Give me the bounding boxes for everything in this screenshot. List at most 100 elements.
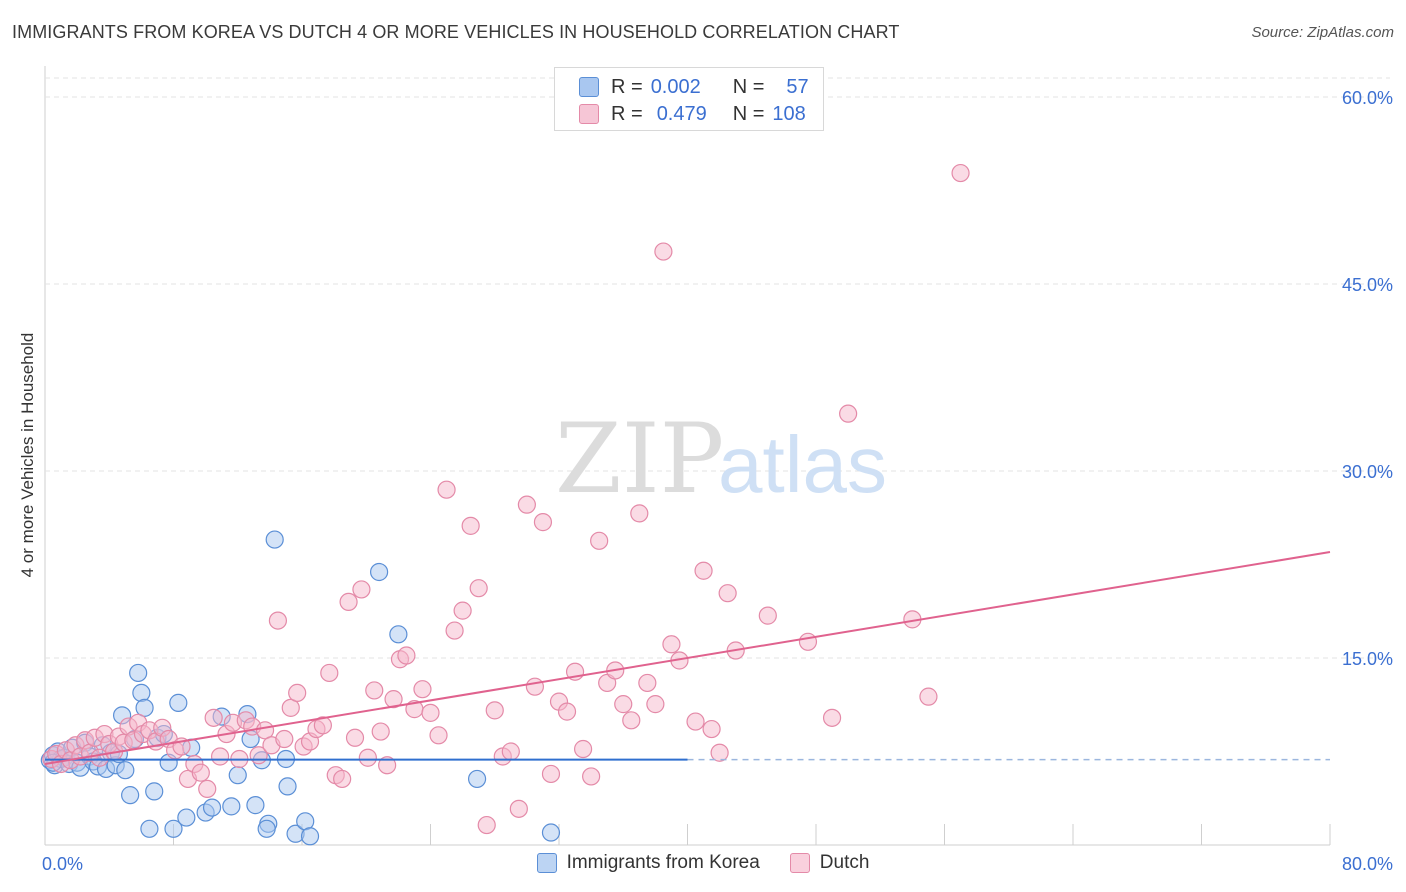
korea-point-31	[164, 819, 183, 838]
dutch-r-value: 0.479	[656, 102, 707, 125]
dutch-point-94	[686, 712, 705, 731]
dutch-point-65	[437, 480, 456, 499]
dutch-point-87	[614, 695, 633, 714]
legend-dutch-label: Dutch	[819, 852, 870, 873]
dutch-point-28	[191, 763, 210, 782]
dutch-point-96	[702, 719, 721, 739]
series-legend: Immigrants from Korea Dutch	[0, 852, 1406, 874]
dutch-point-77	[533, 513, 553, 532]
dutch-trend-line	[44, 551, 1331, 765]
dutch-point-67	[453, 601, 472, 620]
dutch-point-83	[582, 767, 601, 786]
dutch-swatch	[579, 104, 599, 124]
korea-r-label: R =	[611, 75, 643, 98]
watermark: ZIP atlas	[555, 403, 887, 515]
dutch-point-105	[919, 687, 938, 706]
dutch-point-60	[397, 646, 416, 665]
korea-point-26	[140, 819, 159, 838]
dutch-point-50	[333, 769, 352, 789]
korea-swatch	[579, 77, 599, 97]
dutch-point-55	[365, 681, 384, 700]
legend-item-dutch: Dutch	[789, 852, 870, 874]
dutch-point-91	[646, 695, 665, 714]
korea-point-24	[132, 683, 151, 703]
x-tick-marks	[44, 824, 1331, 845]
korea-point-48	[278, 777, 297, 796]
dutch-point-66	[445, 621, 464, 640]
dutch-point-47	[313, 716, 332, 735]
dutch-point-68	[461, 516, 480, 535]
dutch-point-90	[638, 673, 657, 693]
legend-item-korea: Immigrants from Korea	[536, 852, 760, 874]
korea-point-42	[246, 796, 265, 815]
korea-point-53	[389, 625, 408, 644]
korea-point-27	[145, 782, 164, 801]
dutch-n-label: N =	[732, 102, 765, 125]
dutch-point-106	[951, 163, 970, 183]
korea-point-56	[541, 823, 561, 842]
dutch-point-84	[590, 531, 609, 550]
dutch-point-53	[352, 580, 371, 599]
y-tick-label-45: 45.0%	[1342, 275, 1393, 295]
dutch-point-88	[622, 711, 641, 730]
korea-point-36	[202, 798, 222, 817]
tick-labels: 15.0% 30.0% 45.0% 60.0% 0.0% 80.0%	[42, 88, 1393, 874]
dutch-point-31	[210, 747, 230, 766]
x-tick-label-0: 0.0%	[42, 854, 83, 874]
watermark-atlas: atlas	[718, 420, 887, 509]
dutch-point-75	[517, 495, 536, 514]
korea-point-39	[228, 766, 247, 785]
legend-korea-label: Immigrants from Korea	[566, 852, 760, 873]
dutch-point-74	[509, 799, 528, 818]
dutch-point-52	[345, 728, 365, 747]
legend-row-korea: R = 0.002 N = 57	[579, 74, 809, 100]
korea-point-38	[222, 797, 241, 816]
korea-point-51	[300, 827, 320, 846]
korea-point-46	[265, 530, 284, 549]
korea-point-20	[116, 761, 135, 780]
watermark-zip: ZIP	[555, 403, 724, 515]
dutch-point-89	[630, 504, 649, 523]
dutch-point-101	[798, 632, 818, 651]
x-tick-label-80: 80.0%	[1342, 854, 1393, 874]
korea-point-23	[129, 663, 148, 683]
dutch-point-102	[822, 708, 842, 727]
dutch-point-95	[694, 561, 713, 580]
dutch-point-107	[654, 242, 673, 261]
dutch-point-103	[839, 404, 858, 423]
dutch-point-71	[485, 701, 504, 720]
dutch-point-70	[477, 815, 496, 835]
dutch-r-label: R =	[611, 102, 643, 125]
korea-n-label: N =	[732, 75, 765, 98]
dutch-point-80	[557, 702, 577, 721]
dutch-point-100	[758, 606, 777, 625]
stats-legend: R = 0.002 N = 57 R = 0.479 N = 108	[554, 67, 824, 131]
trend-lines	[44, 551, 1331, 765]
dutch-point-43	[288, 683, 307, 703]
dutch-point-42	[281, 698, 300, 717]
korea-point-45	[257, 819, 276, 838]
dutch-point-30	[204, 708, 223, 727]
source-label: Source: ZipAtlas.com	[1251, 24, 1394, 41]
dutch-point-98	[718, 584, 737, 603]
dutch-point-58	[384, 690, 403, 709]
dutch-n-value: 108	[772, 102, 806, 125]
dutch-point-82	[573, 739, 593, 759]
legend-dutch-swatch	[789, 853, 810, 873]
korea-point-21	[121, 786, 140, 805]
dutch-point-76	[525, 677, 545, 696]
korea-point-33	[177, 808, 196, 827]
legend-row-dutch: R = 0.479 N = 108	[579, 101, 806, 127]
y-tick-label-30: 30.0%	[1342, 462, 1393, 482]
dutch-point-78	[541, 764, 561, 784]
dutch-point-57	[378, 756, 397, 775]
dutch-point-64	[429, 726, 448, 745]
dutch-point-62	[413, 680, 432, 699]
dutch-point-63	[421, 703, 440, 722]
korea-n-value: 57	[786, 75, 809, 98]
y-tick-label-15: 15.0%	[1342, 649, 1393, 669]
dutch-point-92	[662, 635, 681, 654]
dutch-point-48	[320, 663, 339, 683]
korea-r-value: 0.002	[650, 75, 701, 98]
